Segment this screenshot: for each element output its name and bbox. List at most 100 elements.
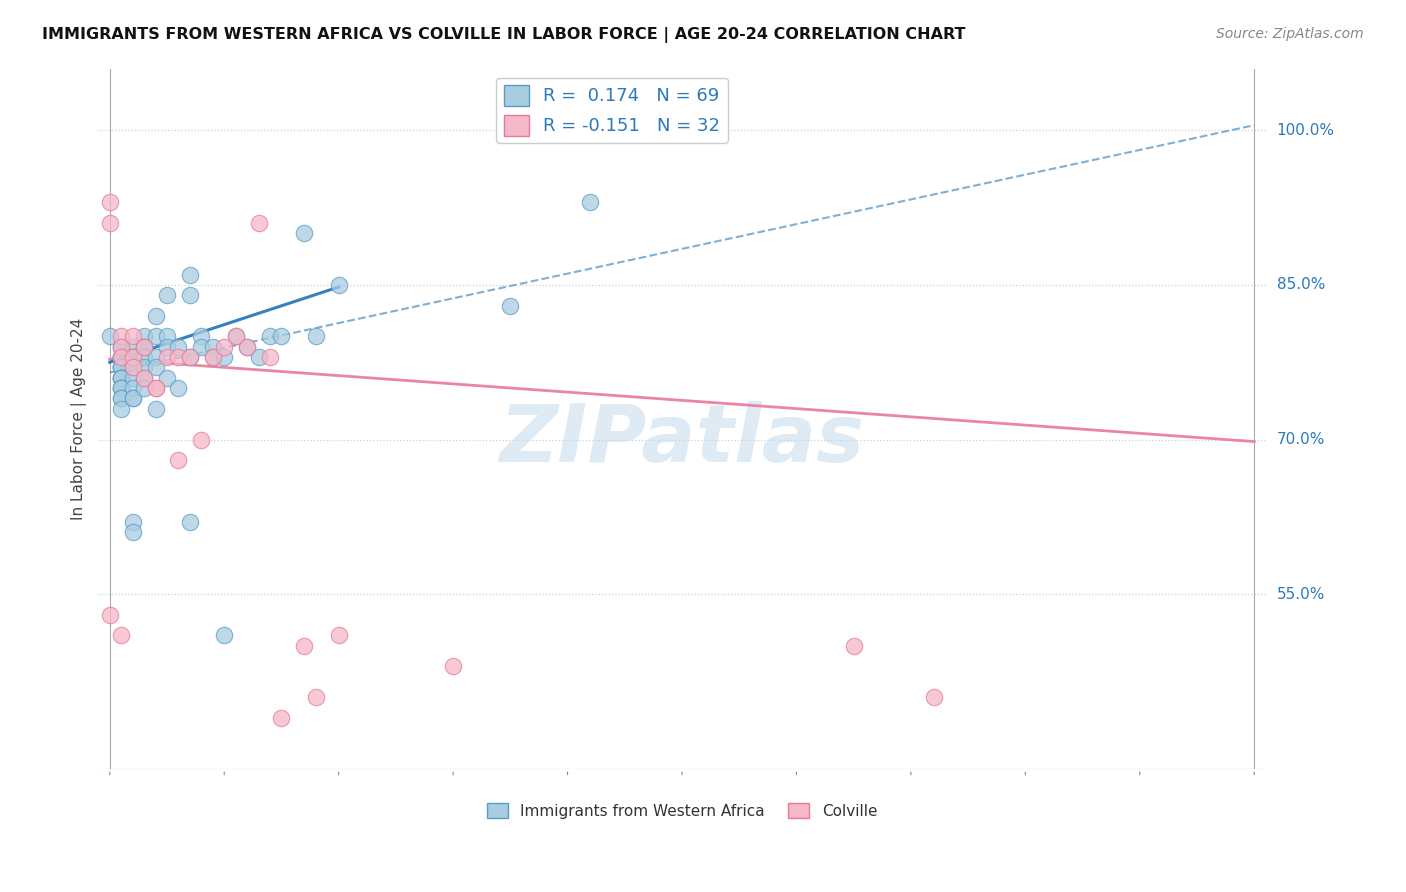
Point <box>110 392 132 406</box>
Point <box>134 340 156 354</box>
Point <box>441 659 464 673</box>
Point <box>225 329 247 343</box>
Point <box>134 329 156 343</box>
Point <box>179 268 201 282</box>
Point <box>922 690 945 705</box>
Point <box>179 288 201 302</box>
Point <box>212 628 235 642</box>
Point <box>167 381 190 395</box>
Point <box>134 370 156 384</box>
Point <box>121 525 143 540</box>
Point <box>328 277 350 292</box>
Point <box>98 216 121 230</box>
Point <box>145 381 167 395</box>
Point <box>236 340 259 354</box>
Point <box>110 370 132 384</box>
Point <box>121 370 143 384</box>
Point <box>98 607 121 622</box>
Point <box>98 195 121 210</box>
Point <box>110 340 132 354</box>
Point <box>121 360 143 375</box>
Point <box>328 628 350 642</box>
Point <box>201 340 224 354</box>
Point <box>121 381 143 395</box>
Point <box>121 515 143 529</box>
Point <box>110 370 132 384</box>
Point <box>190 433 212 447</box>
Point <box>110 370 132 384</box>
Point <box>110 381 132 395</box>
Text: 85.0%: 85.0% <box>1277 277 1324 293</box>
Point <box>110 350 132 364</box>
Text: Source: ZipAtlas.com: Source: ZipAtlas.com <box>1216 27 1364 41</box>
Point <box>121 350 143 364</box>
Point <box>110 360 132 375</box>
Point <box>121 392 143 406</box>
Point <box>110 381 132 395</box>
Point <box>121 350 143 364</box>
Legend: Immigrants from Western Africa, Colville: Immigrants from Western Africa, Colville <box>481 797 883 825</box>
Point <box>134 381 156 395</box>
Point <box>110 360 132 375</box>
Point <box>145 350 167 364</box>
Point <box>156 288 179 302</box>
Point <box>98 329 121 343</box>
Point <box>156 370 179 384</box>
Point <box>156 329 179 343</box>
Point <box>121 350 143 364</box>
Point <box>110 340 132 354</box>
Point <box>179 515 201 529</box>
Point <box>236 340 259 354</box>
Point <box>121 392 143 406</box>
Point <box>134 340 156 354</box>
Y-axis label: In Labor Force | Age 20-24: In Labor Force | Age 20-24 <box>72 318 87 520</box>
Point <box>270 329 292 343</box>
Point <box>145 401 167 416</box>
Point <box>110 350 132 364</box>
Point <box>579 195 602 210</box>
Point <box>134 360 156 375</box>
Point <box>145 381 167 395</box>
Point <box>167 453 190 467</box>
Point <box>259 329 281 343</box>
Point <box>110 381 132 395</box>
Point <box>121 329 143 343</box>
Point <box>179 350 201 364</box>
Point <box>110 350 132 364</box>
Point <box>110 329 132 343</box>
Point <box>270 711 292 725</box>
Point <box>305 329 328 343</box>
Point <box>190 329 212 343</box>
Point <box>201 350 224 364</box>
Point <box>156 350 179 364</box>
Point <box>292 639 315 653</box>
Point <box>190 340 212 354</box>
Point <box>110 340 132 354</box>
Point <box>259 350 281 364</box>
Point <box>212 340 235 354</box>
Point <box>305 690 328 705</box>
Point <box>110 350 132 364</box>
Point <box>121 360 143 375</box>
Point <box>247 216 270 230</box>
Point <box>110 628 132 642</box>
Point <box>110 392 132 406</box>
Text: 100.0%: 100.0% <box>1277 123 1334 138</box>
Point <box>292 227 315 241</box>
Text: ZIPatlas: ZIPatlas <box>499 401 865 479</box>
Point <box>110 350 132 364</box>
Point <box>145 360 167 375</box>
Point <box>110 401 132 416</box>
Point <box>201 350 224 364</box>
Point <box>156 340 179 354</box>
Point <box>110 360 132 375</box>
Point <box>842 639 865 653</box>
Point <box>134 350 156 364</box>
Text: IMMIGRANTS FROM WESTERN AFRICA VS COLVILLE IN LABOR FORCE | AGE 20-24 CORRELATIO: IMMIGRANTS FROM WESTERN AFRICA VS COLVIL… <box>42 27 966 43</box>
Text: 70.0%: 70.0% <box>1277 432 1324 447</box>
Point <box>212 350 235 364</box>
Point <box>145 329 167 343</box>
Point <box>121 340 143 354</box>
Point <box>167 350 190 364</box>
Point <box>145 309 167 323</box>
